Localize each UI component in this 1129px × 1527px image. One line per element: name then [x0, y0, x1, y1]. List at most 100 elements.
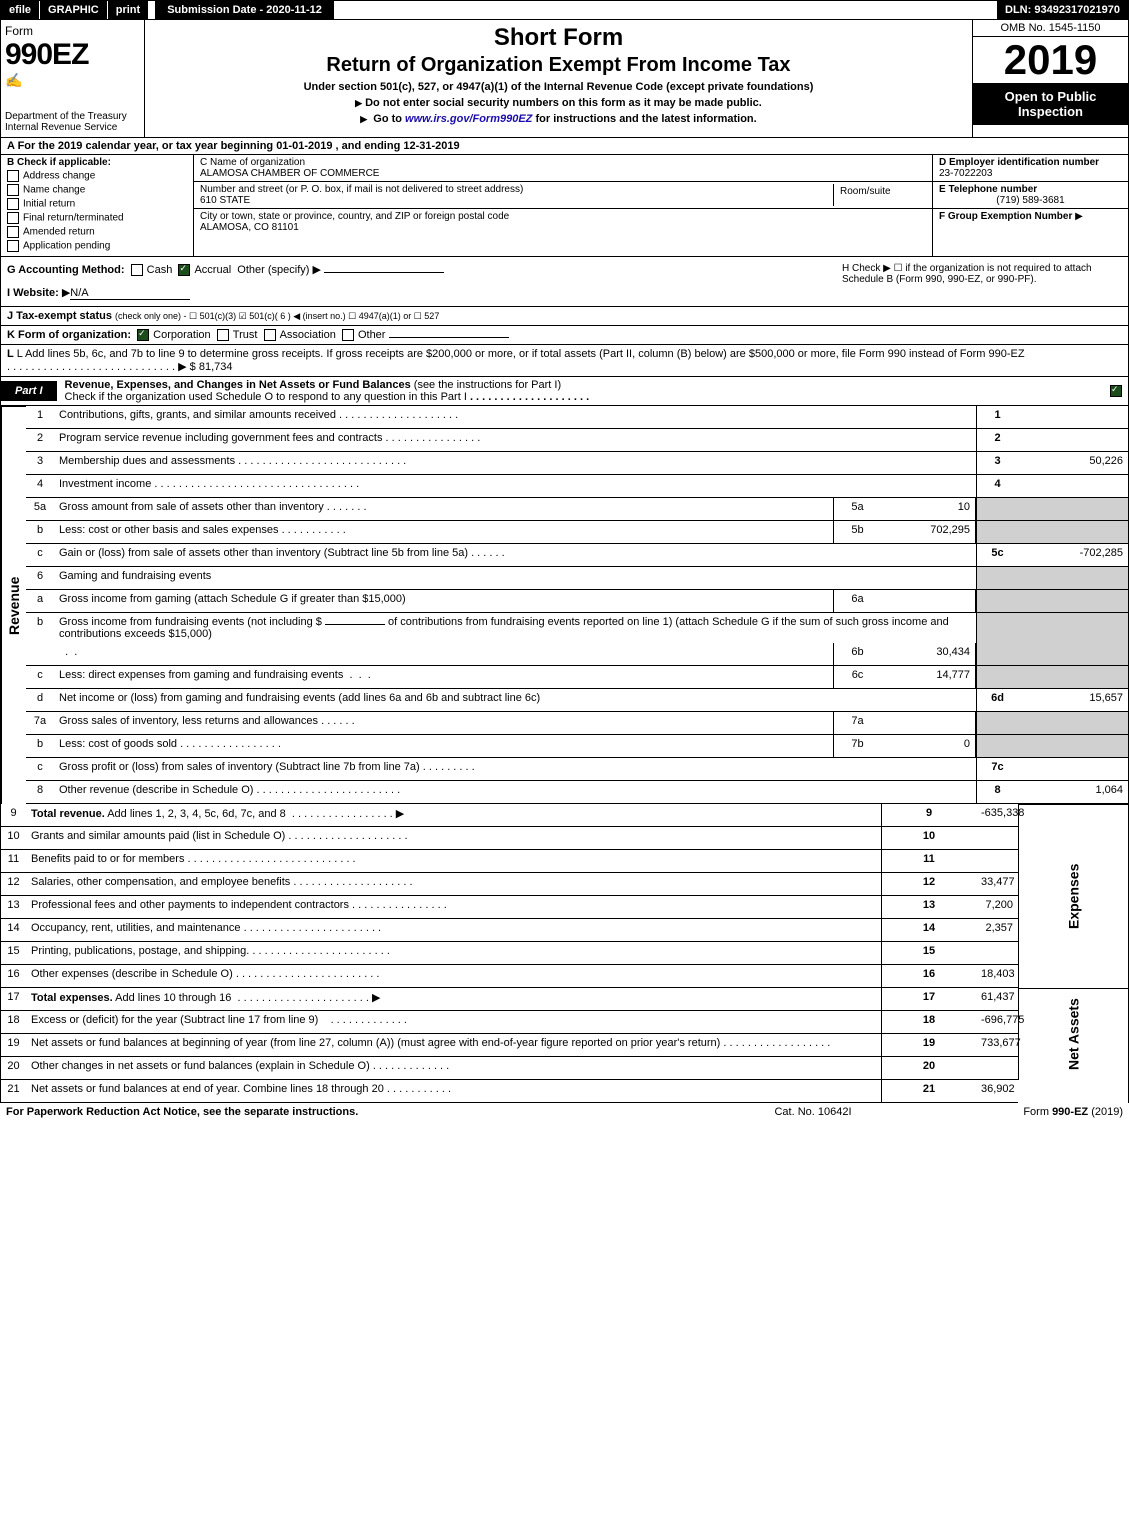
line-11-num: 11 — [1, 850, 26, 873]
line-20-val — [976, 1057, 1018, 1080]
open-to-public: Open to Public Inspection — [973, 83, 1128, 125]
shade — [976, 735, 1018, 758]
line-10-desc: Grants and similar amounts paid (list in… — [26, 827, 881, 850]
cb-label: Amended return — [23, 227, 95, 238]
line-18-rnum: 18 — [881, 1011, 976, 1034]
paperwork-notice: For Paperwork Reduction Act Notice, see … — [6, 1106, 683, 1118]
line-7b-desc: Less: cost of goods sold . . . . . . . .… — [54, 735, 833, 758]
line-8-val: 1,064 — [1018, 781, 1128, 804]
line-1-rnum: 1 — [976, 406, 1018, 429]
line-19-rnum: 19 — [881, 1034, 976, 1057]
box-b: B Check if applicable: Address change Na… — [1, 155, 194, 256]
h-text: H Check ▶ ☐ if the organization is not r… — [842, 263, 1092, 285]
tax-year: 2019 — [973, 37, 1128, 83]
part1-label: Part I — [1, 381, 57, 401]
cb-label: Final return/terminated — [23, 213, 124, 224]
checkbox-trust[interactable] — [217, 329, 229, 341]
shade — [1018, 567, 1128, 590]
goto-suffix: for instructions and the latest informat… — [535, 113, 756, 125]
k-corp: Corporation — [153, 329, 210, 341]
box-c: C Name of organization ALAMOSA CHAMBER O… — [194, 155, 933, 256]
line-7a-num: 7a — [26, 712, 54, 735]
line-10-num: 10 — [1, 827, 26, 850]
checkbox-final-return[interactable] — [7, 212, 19, 224]
line-16-rnum: 16 — [881, 965, 976, 988]
irs-link[interactable]: www.irs.gov/Form990EZ — [405, 113, 532, 125]
line-6d-val: 15,657 — [1018, 689, 1128, 712]
checkbox-corporation[interactable] — [137, 329, 149, 341]
k-other: Other — [358, 329, 386, 341]
checkbox-initial-return[interactable] — [7, 198, 19, 210]
k-assoc: Association — [280, 329, 336, 341]
line-19-desc: Net assets or fund balances at beginning… — [26, 1034, 881, 1057]
line-12-rnum: 12 — [881, 873, 976, 896]
graphic-button[interactable]: GRAPHIC — [40, 1, 108, 19]
box-b-heading: B Check if applicable: — [7, 157, 187, 168]
c-city-label: City or town, state or province, country… — [200, 211, 926, 222]
line-1-val — [1018, 406, 1128, 429]
shade — [1018, 712, 1128, 735]
line-4-desc: Investment income . . . . . . . . . . . … — [54, 475, 976, 498]
line-17-rnum: 17 — [881, 988, 976, 1011]
dln-label: DLN: 93492317021970 — [997, 1, 1128, 19]
checkbox-name-change[interactable] — [7, 184, 19, 196]
entity-block: B Check if applicable: Address change Na… — [0, 155, 1129, 257]
shade — [976, 498, 1018, 521]
line-6a-desc: Gross income from gaming (attach Schedul… — [54, 590, 833, 613]
phone-value: (719) 589-3681 — [939, 195, 1122, 206]
goto-instruction: Go to www.irs.gov/Form990EZ for instruct… — [151, 113, 966, 125]
line-7c-num: c — [26, 758, 54, 781]
checkbox-address-change[interactable] — [7, 170, 19, 182]
line-16-desc: Other expenses (describe in Schedule O) … — [26, 965, 881, 988]
print-button[interactable]: print — [108, 1, 149, 19]
g-other: Other (specify) — [237, 264, 309, 276]
expenses-label: Expenses — [1018, 804, 1128, 988]
spacer: . . — [54, 643, 833, 666]
c-street-label: Number and street (or P. O. box, if mail… — [200, 184, 833, 195]
line-20-rnum: 20 — [881, 1057, 976, 1080]
box-j: J Tax-exempt status (check only one) - ☐… — [0, 307, 1129, 326]
line-6b-num: b — [26, 613, 54, 643]
line-6a-num: a — [26, 590, 54, 613]
k-trust: Trust — [233, 329, 258, 341]
line-10-rnum: 10 — [881, 827, 976, 850]
g-accrual: Accrual — [194, 264, 231, 276]
checkbox-cash[interactable] — [131, 264, 143, 276]
checkbox-application-pending[interactable] — [7, 240, 19, 252]
line-a-tax-year: A For the 2019 calendar year, or tax yea… — [0, 138, 1129, 155]
line-3-desc: Membership dues and assessments . . . . … — [54, 452, 976, 475]
room-label: Room/suite — [840, 186, 920, 197]
line-7b-mid-num: 7b — [833, 735, 881, 758]
line-15-desc: Printing, publications, postage, and shi… — [26, 942, 881, 965]
line-5b-desc: Less: cost or other basis and sales expe… — [54, 521, 833, 544]
checkbox-other-org[interactable] — [342, 329, 354, 341]
page-footer: For Paperwork Reduction Act Notice, see … — [0, 1103, 1129, 1121]
checkbox-accrual[interactable] — [178, 264, 190, 276]
shade — [976, 521, 1018, 544]
line-21-val: 36,902 — [976, 1080, 1018, 1103]
shade — [976, 666, 1018, 689]
checkbox-schedule-o[interactable] — [1110, 385, 1122, 397]
line-4-num: 4 — [26, 475, 54, 498]
box-g-i: G Accounting Method: Cash Accrual Other … — [1, 257, 836, 306]
line-16-val: 18,403 — [976, 965, 1018, 988]
shade — [1018, 643, 1128, 666]
line-7b-num: b — [26, 735, 54, 758]
l-text: L Add lines 5b, 6c, and 7b to line 9 to … — [17, 348, 1025, 360]
line-6d-num: d — [26, 689, 54, 712]
checkbox-amended-return[interactable] — [7, 226, 19, 238]
line-13-desc: Professional fees and other payments to … — [26, 896, 881, 919]
line-14-num: 14 — [1, 919, 26, 942]
org-name: ALAMOSA CHAMBER OF COMMERCE — [200, 168, 926, 179]
line-1-desc: Contributions, gifts, grants, and simila… — [54, 406, 976, 429]
line-6d-desc: Net income or (loss) from gaming and fun… — [54, 689, 976, 712]
efile-button[interactable]: efile — [1, 1, 40, 19]
g-cash: Cash — [147, 264, 173, 276]
box-def: D Employer identification number 23-7022… — [933, 155, 1128, 256]
line-13-val: 7,200 — [976, 896, 1018, 919]
checkbox-association[interactable] — [264, 329, 276, 341]
line-6b-desc: Gross income from fundraising events (no… — [54, 613, 976, 643]
line-5c-val: -702,285 — [1018, 544, 1128, 567]
website-value: N/A — [70, 287, 190, 300]
form-header: Form 990EZ ✍ Department of the Treasury … — [0, 20, 1129, 138]
